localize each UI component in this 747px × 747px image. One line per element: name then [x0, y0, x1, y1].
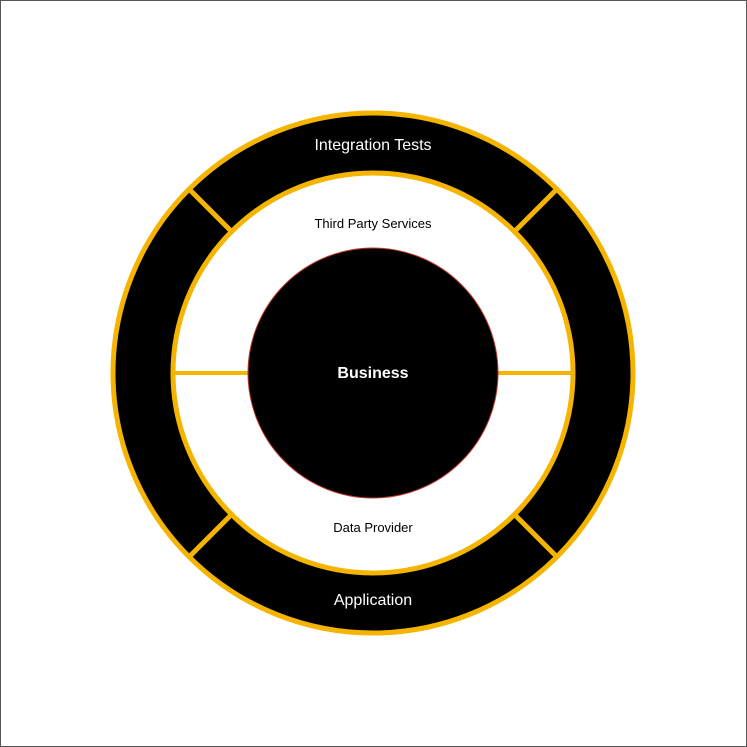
outer-divider-top-right [513, 187, 559, 233]
core-label: Business [337, 365, 408, 382]
middle-ring-top-label: Third Party Services [314, 216, 432, 231]
middle-ring-bottom-label: Data Provider [333, 520, 413, 535]
core-circle [247, 247, 499, 499]
outer-divider-top-left [187, 187, 233, 233]
outer-divider-bottom-right [513, 513, 559, 559]
outer-divider-bottom-left [187, 513, 233, 559]
outer-ring-bottom-label: Application [334, 592, 412, 609]
outer-ring-top-label: Integration Tests [314, 137, 431, 154]
